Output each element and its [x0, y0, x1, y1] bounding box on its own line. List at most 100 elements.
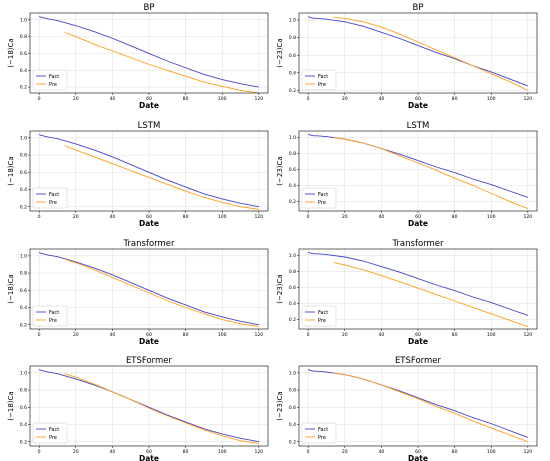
- x-tick-label: 40: [109, 96, 115, 102]
- x-axis-label: Date: [408, 454, 428, 461]
- y-axis-label: (−23)Ca: [276, 274, 284, 303]
- x-tick-label: 100: [218, 449, 227, 455]
- legend-label-pre: Pre: [318, 200, 326, 206]
- x-tick-label: 120: [254, 332, 263, 338]
- x-tick-label: 20: [342, 96, 348, 102]
- x-tick-label: 80: [183, 449, 189, 455]
- x-tick-label: 40: [378, 449, 384, 455]
- x-tick-label: 40: [109, 214, 115, 220]
- y-tick-label: 0.4: [289, 70, 296, 76]
- series-line-fact: [38, 252, 259, 326]
- x-tick-label: 80: [452, 449, 458, 455]
- legend-label-fact: Fact: [318, 74, 328, 80]
- y-tick-label: 0.6: [289, 167, 296, 173]
- chart-title: Transformer: [122, 239, 175, 249]
- legend: Fact Pre: [32, 305, 68, 327]
- chart-title: BP: [144, 3, 155, 13]
- legend-label-fact: Fact: [49, 427, 59, 433]
- x-tick-label: 100: [218, 96, 227, 102]
- series-line-fact: [307, 16, 529, 87]
- legend-box: [301, 422, 337, 444]
- y-tick-label: 1.0: [20, 253, 27, 259]
- x-tick-label: 100: [487, 96, 496, 102]
- legend-box: [32, 305, 68, 327]
- x-axis-label: Date: [408, 219, 428, 228]
- y-tick-label: 0.2: [289, 439, 296, 445]
- legend-box: [301, 305, 337, 327]
- x-tick-label: 20: [73, 214, 79, 220]
- y-tick-label: 0.6: [20, 405, 27, 411]
- x-tick-label: 120: [254, 214, 263, 220]
- chart-panel-5: Transformer 0 20 40 60 80 100 120 0.2 0.4 0.6 0.8 1.…: [7, 239, 269, 346]
- x-tick-label: 40: [109, 332, 115, 338]
- legend-box: [301, 187, 337, 209]
- y-tick-label: 0.4: [20, 305, 27, 311]
- x-tick-label: 0: [307, 332, 310, 338]
- x-tick-label: 40: [378, 332, 384, 338]
- series-line-pre: [333, 16, 529, 91]
- x-tick-label: 100: [487, 214, 496, 220]
- y-tick-label: 1.0: [289, 370, 296, 376]
- chart-title: ETSFormer: [395, 356, 442, 366]
- x-axis-label: Date: [408, 337, 428, 346]
- series-line-pre: [64, 31, 259, 94]
- series-line-pre: [64, 145, 259, 210]
- x-tick-label: 120: [523, 332, 532, 338]
- legend-label-pre: Pre: [49, 82, 57, 88]
- x-tick-label: 60: [415, 96, 421, 102]
- legend: Fact Pre: [301, 305, 337, 327]
- x-tick-label: 20: [342, 449, 348, 455]
- chart-panel-7: ETSFormer 0 20 40 60 80 100 120 0.2 0.4 0.6 0.8 1.0 D…: [7, 356, 269, 461]
- x-tick-label: 60: [415, 214, 421, 220]
- y-tick-label: 0.6: [289, 405, 296, 411]
- x-axis-label: Date: [408, 101, 428, 110]
- x-tick-label: 100: [218, 332, 227, 338]
- x-tick-label: 80: [452, 214, 458, 220]
- legend: Fact Pre: [32, 422, 68, 444]
- x-tick-label: 0: [307, 214, 310, 220]
- y-tick-label: 0.6: [20, 170, 27, 176]
- x-tick-label: 80: [183, 332, 189, 338]
- y-axis-label: (−18)Ca: [7, 274, 15, 303]
- x-tick-label: 120: [254, 96, 263, 102]
- y-tick-label: 0.4: [289, 422, 296, 428]
- chart-panel-3: LSTM 0 20 40 60 80 100 120 0.2 0.4 0.6 0.8 1.0 Date (−…: [7, 121, 269, 228]
- x-tick-label: 100: [487, 449, 496, 455]
- y-tick-label: 0.8: [20, 153, 27, 159]
- y-axis-label: (−23)Ca: [276, 391, 284, 420]
- x-tick-label: 20: [342, 332, 348, 338]
- x-tick-label: 0: [38, 449, 41, 455]
- y-tick-label: 0.4: [289, 301, 296, 307]
- legend-box: [32, 187, 68, 209]
- x-tick-label: 20: [342, 214, 348, 220]
- legend: Fact Pre: [301, 187, 337, 209]
- x-tick-label: 120: [523, 449, 532, 455]
- legend: Fact Pre: [301, 422, 337, 444]
- y-tick-label: 0.4: [20, 187, 27, 193]
- legend-label-fact: Fact: [318, 427, 328, 433]
- y-tick-label: 1.0: [20, 17, 27, 23]
- y-tick-label: 0.2: [20, 322, 27, 328]
- y-tick-label: 0.8: [289, 269, 296, 275]
- x-tick-label: 40: [109, 449, 115, 455]
- series-line-pre: [333, 262, 528, 328]
- x-axis-label: Date: [139, 337, 159, 346]
- chart-title: BP: [413, 3, 424, 13]
- legend: Fact Pre: [32, 187, 68, 209]
- y-axis-label: (−23)Ca: [276, 156, 284, 185]
- legend: Fact Pre: [301, 69, 337, 91]
- series-line-pre: [333, 372, 529, 443]
- legend-label-fact: Fact: [49, 74, 59, 80]
- chart-panel-4: LSTM 0 20 40 60 80 100 120 0.2 0.4 0.6 0.8 1.0 Date (−…: [276, 121, 538, 228]
- x-tick-label: 100: [218, 214, 227, 220]
- x-tick-label: 60: [146, 214, 152, 220]
- x-tick-label: 0: [38, 96, 41, 102]
- y-tick-label: 0.2: [20, 204, 27, 210]
- series-line-pre: [64, 373, 259, 444]
- legend-label-fact: Fact: [318, 310, 328, 316]
- legend-label-pre: Pre: [49, 200, 57, 206]
- x-tick-label: 0: [307, 96, 310, 102]
- chart-title: Transformer: [391, 239, 444, 249]
- legend-box: [32, 422, 68, 444]
- y-axis-label: (−18)Ca: [7, 156, 15, 185]
